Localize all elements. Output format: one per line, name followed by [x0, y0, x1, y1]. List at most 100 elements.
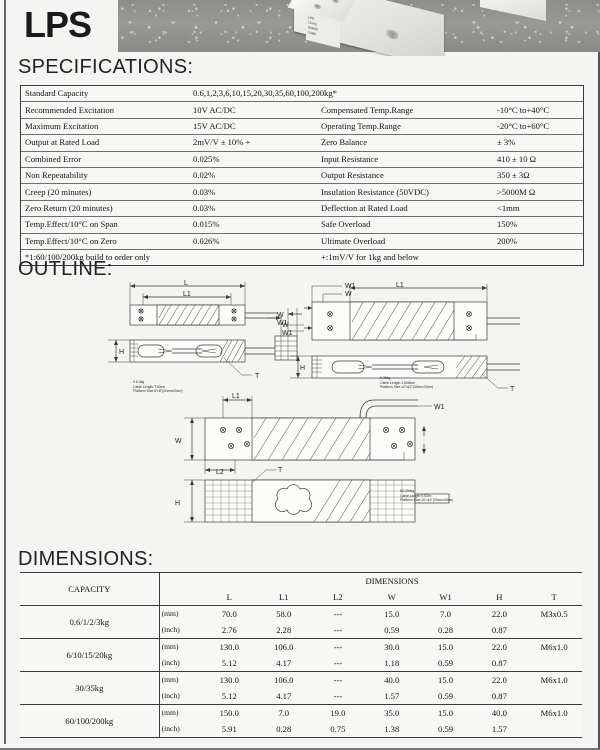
dim-row-inch: (inch) 5.12 4.17 --- 1.57 0.59 0.87 [20, 688, 582, 705]
dim-cell: 130.0 [219, 675, 239, 685]
dim-row-mm: 30/35kg (mm) 130.0 106.0 --- 40.0 15.0 2… [20, 671, 582, 705]
spec-value: 0.02% [189, 167, 317, 185]
spec-value: 0.025% [189, 151, 317, 168]
dim-cell: 7.0 [440, 609, 451, 619]
dim-row-mm: 60/100/200kg (mm) 150.0 7.0 19.0 35.0 15… [20, 704, 582, 737]
spec-value: <1mm [493, 200, 583, 218]
dim-cell: 0.28 [276, 724, 292, 734]
spec-key: Zero Balance [317, 134, 493, 152]
dim-cell: 0.59 [438, 724, 454, 734]
dim-cell: 0.59 [438, 658, 454, 668]
specifications-table: Standard Capacity 0.6,1,2,3,6,10,15,20,3… [20, 85, 584, 267]
dim-cell: 22.0 [491, 609, 507, 619]
dim-header-unit-spacer [159, 589, 202, 606]
spec-row: Temp.Effect/10°C on Span 0.015% Safe Ove… [21, 216, 583, 234]
dim-unit-inch: (inch) [161, 625, 180, 634]
label-T: T [278, 467, 283, 474]
dim-unit-inch: (inch) [161, 658, 180, 667]
dim-col-L2: L2 [333, 592, 343, 602]
outline-drawings: L L1 H T W W1 L1 W1 W W W1 H T L1 W1 W L… [20, 278, 582, 540]
dim-cell: --- [333, 609, 343, 619]
dim-unit-mm: (mm) [161, 675, 179, 684]
dimensions-table: CAPACITY DIMENSIONS L L1 L2 W W1 H T 0.6… [20, 572, 582, 738]
spec-value: 200% [493, 233, 583, 250]
dim-cell: M6x1.0 [540, 642, 568, 652]
dim-header-row-2: L L1 L2 W W1 H T [20, 589, 582, 606]
label-L1: L1 [396, 282, 404, 289]
dim-row-inch: (inch) 5.12 4.17 --- 1.18 0.59 0.87 [20, 655, 582, 672]
dim-cell: 58.0 [276, 609, 292, 619]
dim-cell: 0.87 [491, 625, 507, 635]
dim-row-inch: (inch) 2.76 2.28 --- 0.59 0.28 0.87 [20, 622, 582, 639]
dim-cell [526, 688, 582, 705]
caption-capacity: 60-200kg [400, 489, 415, 493]
spec-row-notes: *1:60/100/200kg build to order only +:1m… [21, 249, 583, 265]
dim-unit-mm: (mm) [161, 708, 179, 717]
dim-cell: 15.0 [438, 642, 454, 652]
label-W: W [277, 312, 284, 319]
spec-value: >5000M Ω [493, 183, 583, 201]
dim-cell: 4.17 [276, 691, 292, 701]
dim-row-mm: 0.6/1/2/3kg (mm) 70.0 58.0 --- 15.0 7.0 … [20, 605, 582, 639]
dim-row-inch: (inch) 5.91 0.28 0.75 1.38 0.59 1.57 [20, 721, 582, 737]
dim-cell: 1.57 [491, 724, 507, 734]
spec-value: 350 ± 3Ω [493, 167, 583, 185]
spec-key: Temp.Effect/10°C on Span [21, 216, 189, 234]
spec-key: Temp.Effect/10°C on Zero [21, 233, 189, 250]
spec-key: Maximum Excitation [21, 118, 189, 136]
dim-cell: 0.28 [438, 625, 454, 635]
label-H: H [175, 500, 180, 507]
spec-key: Combined Error [21, 151, 189, 168]
small-cell-top-view [129, 282, 278, 326]
header-band: LPS 15 KG KN005 2.000 LPS [8, 0, 600, 56]
dim-col-T: T [551, 592, 557, 602]
dim-cell: 30.0 [384, 642, 400, 652]
spec-value: 2mV/V ± 10% + [189, 134, 317, 152]
dim-cell: 35.0 [384, 708, 400, 718]
dim-cell [526, 655, 582, 672]
spec-value-standard-capacity: 0.6,1,2,3,6,10,15,20,30,35,60,100,200kg* [189, 86, 583, 103]
large-cell-top-view [184, 396, 432, 474]
spec-value: 0.03% [189, 183, 317, 201]
spec-row: Output at Rated Load 2mV/V ± 10% + Zero … [21, 134, 583, 152]
caption-cable: Cable Length:T:00cm [133, 384, 166, 389]
dim-cell: --- [333, 642, 343, 652]
label-W1: W1 [282, 330, 293, 337]
dim-row-capacity: 6/10/15/20kg [20, 638, 160, 672]
medium-cell-side-view [290, 355, 520, 389]
dim-cell: 7.0 [278, 708, 290, 718]
spec-key: Input Resistance [317, 151, 493, 168]
caption-capacity: 0.6-3kg [133, 380, 145, 384]
spec-row: Combined Error 0.025% Input Resistance 4… [21, 151, 583, 168]
dim-cell: 5.12 [221, 658, 237, 668]
spec-value: 150% [493, 216, 583, 234]
spec-key: Creep (20 minutes) [21, 183, 189, 201]
small-cell-thread-detail [267, 308, 302, 361]
dim-cell [526, 721, 582, 737]
spec-value: -10°C to+40°C [493, 101, 583, 119]
spec-row: Temp.Effect/10°C on Zero 0.026% Ultimate… [21, 233, 583, 250]
dim-cell: --- [333, 625, 343, 635]
dim-col-L: L [226, 592, 232, 602]
dim-cell: 19.0 [330, 708, 346, 718]
dim-cell: 70.0 [221, 609, 237, 619]
dim-cell: 0.59 [384, 625, 400, 635]
dim-row-capacity: 60/100/200kg [20, 704, 160, 737]
label-W: W [345, 291, 352, 298]
outline-heading: OUTLINE: [18, 258, 113, 280]
dim-cell: --- [333, 675, 343, 685]
spec-key: Output at Rated Load [21, 134, 189, 152]
dim-cell: 0.59 [438, 691, 454, 701]
label-W1: W1 [277, 320, 288, 327]
spec-row: Non Repeatability 0.02% Output Resistanc… [21, 167, 583, 185]
small-cell-side-view [108, 339, 278, 376]
spec-key: Recommended Excitation [21, 101, 189, 119]
dimensions-heading: DIMENSIONS: [18, 548, 154, 570]
dim-cell: 4.17 [276, 658, 292, 668]
label-T: T [510, 386, 515, 393]
spec-value: 0.03% [189, 200, 317, 218]
dim-cell: 1.18 [384, 658, 400, 668]
spec-key: Safe Overload [317, 216, 493, 234]
load-cell-mount-block [480, 0, 546, 22]
